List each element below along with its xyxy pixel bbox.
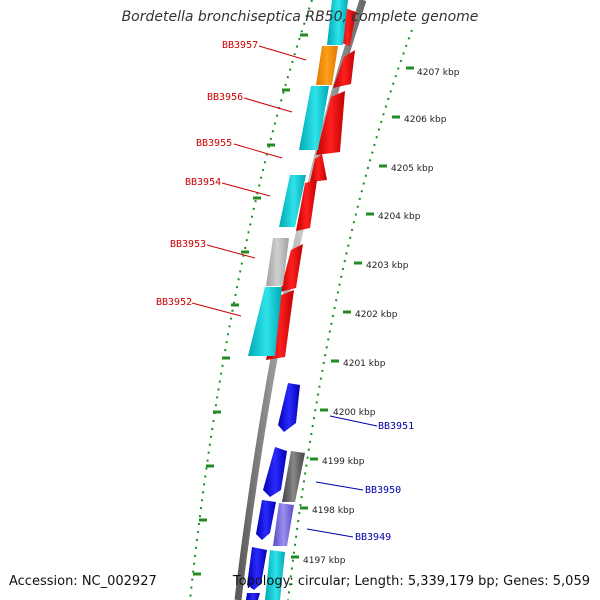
tick-label: 4198 kbp — [312, 506, 355, 516]
leader-line — [233, 143, 283, 159]
gene-arrow-forward[interactable] — [280, 244, 303, 292]
leader-line — [191, 302, 242, 317]
gene-arrow-forward[interactable] — [296, 180, 317, 231]
gene-block-orange[interactable] — [316, 46, 338, 85]
tick-label: 4202 kbp — [355, 310, 398, 320]
scale-tick-labels: 4207 kbp 4206 kbp 4205 kbp 4204 kbp 4203… — [303, 68, 460, 566]
accession-text: Accession: NC_002927 — [9, 574, 157, 589]
gene-block-cyan[interactable] — [327, 0, 348, 45]
leader-line — [329, 415, 378, 427]
right-label-leaders — [306, 415, 378, 538]
gene-arrow-reverse[interactable] — [246, 593, 260, 600]
gene-label-bb3956[interactable]: BB3956 — [207, 92, 243, 103]
gene-block-cyan[interactable] — [279, 175, 306, 227]
gene-block-cyan[interactable] — [299, 86, 329, 150]
gene-arrow-forward[interactable] — [333, 50, 355, 88]
map-title: Bordetella bronchiseptica RB50, complete… — [121, 9, 479, 25]
left-label-leaders — [191, 45, 307, 317]
gene-arrow-reverse[interactable] — [256, 500, 276, 540]
leader-line — [206, 244, 256, 259]
outer-ring-ticks — [193, 33, 308, 576]
leader-line — [258, 45, 307, 61]
gene-block-cyan[interactable] — [265, 550, 285, 600]
scale-ticks — [291, 66, 414, 559]
forward-strand-genes — [266, 8, 356, 360]
gene-arrow-reverse[interactable] — [247, 547, 267, 590]
tick-label: 4200 kbp — [333, 408, 376, 418]
gene-block-dark-gray[interactable] — [282, 451, 305, 502]
gene-label-bb3957[interactable]: BB3957 — [222, 40, 258, 51]
gene-arrow-reverse[interactable] — [278, 383, 300, 432]
gene-label-bb3950[interactable]: BB3950 — [365, 485, 401, 496]
tick-label: 4203 kbp — [366, 261, 409, 271]
reverse-strand-genes — [246, 383, 300, 600]
left-gene-labels: BB3957 BB3956 BB3955 BB3954 BB3953 BB395… — [156, 40, 258, 308]
tick-label: 4201 kbp — [343, 359, 386, 369]
gene-arrow-forward[interactable] — [310, 154, 327, 182]
leader-line — [221, 182, 271, 197]
leader-line — [243, 97, 293, 113]
gene-block-cyan[interactable] — [248, 287, 282, 356]
gene-label-bb3954[interactable]: BB3954 — [185, 177, 221, 188]
gene-block-slate-blue[interactable] — [273, 503, 294, 546]
gene-label-bb3949[interactable]: BB3949 — [355, 532, 391, 543]
outer-reverse-genes — [265, 451, 305, 600]
scale-ring-dotted — [287, 29, 413, 600]
topology-text: Topology: circular; Length: 5,339,179 bp… — [232, 574, 590, 589]
leader-line — [306, 528, 354, 538]
outer-forward-genes — [248, 0, 348, 356]
tick-label: 4205 kbp — [391, 164, 434, 174]
leader-line — [315, 481, 364, 491]
tick-label: 4207 kbp — [417, 68, 460, 78]
gene-arrow-forward[interactable] — [316, 91, 345, 155]
gene-arrow-reverse[interactable] — [263, 447, 287, 497]
gene-label-bb3953[interactable]: BB3953 — [170, 239, 206, 250]
tick-label: 4197 kbp — [303, 556, 346, 566]
gene-block-gray[interactable] — [266, 238, 289, 286]
right-gene-labels: BB3951 BB3950 BB3949 — [355, 421, 414, 543]
gene-label-bb3955[interactable]: BB3955 — [196, 138, 232, 149]
tick-label: 4204 kbp — [378, 212, 421, 222]
gene-label-bb3951[interactable]: BB3951 — [378, 421, 414, 432]
tick-label: 4206 kbp — [404, 115, 447, 125]
tick-label: 4199 kbp — [322, 457, 365, 467]
gene-label-bb3952[interactable]: BB3952 — [156, 297, 192, 308]
